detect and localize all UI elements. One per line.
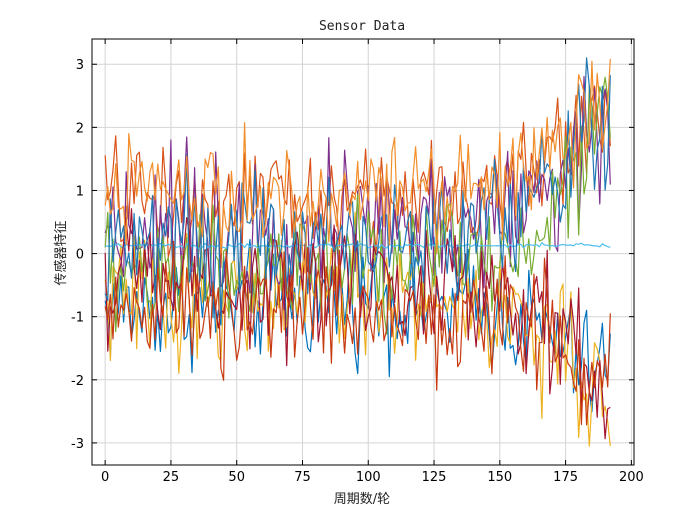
series-line [104,240,611,426]
plot-frame [91,38,635,466]
x-tick-label: 100 [356,470,381,485]
x-tick-label: 50 [228,470,245,485]
y-tick-label: 1 [76,184,84,199]
x-tick-label: 175 [553,470,578,485]
x-tick-label: 0 [101,470,109,485]
x-tick-label: 25 [163,470,180,485]
series-line [104,208,611,440]
x-tick-label: 75 [294,470,311,485]
x-axis-label: 周期数/轮 [334,492,390,507]
y-tick-label: -2 [71,374,84,389]
y-tick-label: 0 [76,248,84,263]
y-tick-label: 2 [76,121,84,136]
series-line [104,58,611,274]
axis-ticks: 0 25 50 75 100 125 150 175 200 -3 -2 -1 0 1 2 3 [71,39,644,485]
series-group [104,57,611,447]
x-tick-label: 125 [422,470,447,485]
y-tick-label: -1 [71,311,84,326]
series-line [104,57,611,319]
chart-title: Sensor Data [319,19,405,34]
x-tick-label: 150 [487,470,512,485]
y-tick-label: 3 [76,58,84,73]
y-axis-label: 传感器特征 [53,220,69,285]
x-tick-label: 200 [619,470,644,485]
y-tick-label: -3 [71,437,84,452]
grid-lines [92,39,634,465]
